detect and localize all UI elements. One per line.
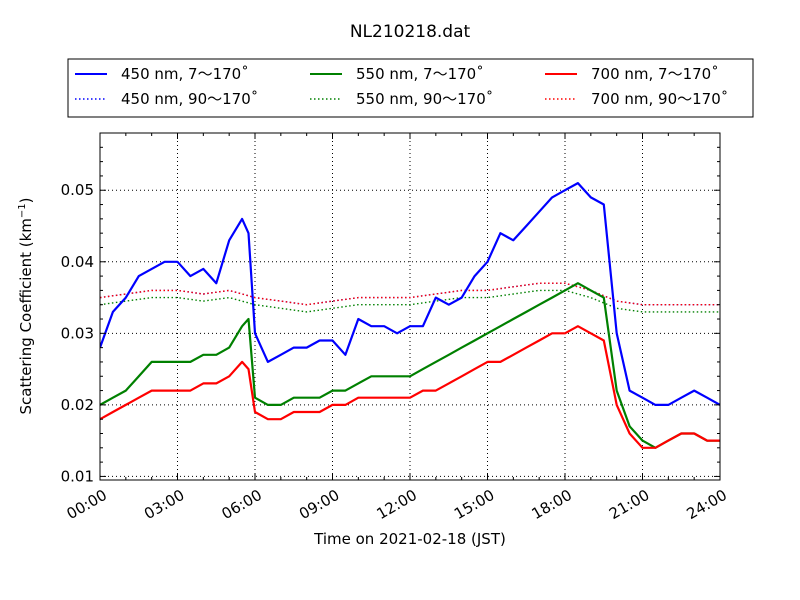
legend-label-5: 700 nm, 7～170˚ [591, 65, 719, 83]
legend-label-1: 450 nm, 7～170˚ [121, 65, 249, 83]
legend-label-4: 550 nm, 90～170˚ [356, 90, 493, 108]
series-layer [100, 182, 720, 449]
series-line-4 [100, 289, 720, 313]
legend-label-2: 450 nm, 90～170˚ [121, 90, 258, 108]
legend-frame [67, 58, 754, 118]
chart-title: NL210218.dat [350, 22, 471, 42]
y-tick-labels: 0.01 0.02 0.03 0.04 0.05 [61, 181, 94, 485]
y-tick-label: 0.01 [61, 467, 94, 485]
legend-label-3: 550 nm, 7～170˚ [356, 65, 484, 83]
x-axis-label: Time on 2021-02-18 (JST) [313, 530, 506, 548]
y-axis-label-unit-exponent: −1 [17, 203, 28, 218]
y-tick-label: 0.03 [61, 324, 94, 342]
legend-label-6: 700 nm, 90～170˚ [591, 90, 728, 108]
y-axis-label-close: ) [17, 197, 35, 203]
y-tick-label: 0.02 [61, 396, 94, 414]
series-line-5 [100, 325, 720, 449]
y-tick-label: 0.04 [61, 253, 94, 271]
y-axis-label-main: Scattering Coefficient (km [17, 218, 35, 414]
y-axis-label: Scattering Coefficient (km−1) [17, 197, 35, 414]
series-line-1 [100, 182, 720, 406]
y-tick-label: 0.05 [61, 181, 94, 199]
series-line-3 [100, 282, 720, 449]
series-line-6 [100, 282, 720, 306]
chart-legend: 450 nm, 7～170˚ 550 nm, 7～170˚ 700 nm, 7～17… [67, 58, 754, 118]
axis-ticks [99, 132, 721, 480]
